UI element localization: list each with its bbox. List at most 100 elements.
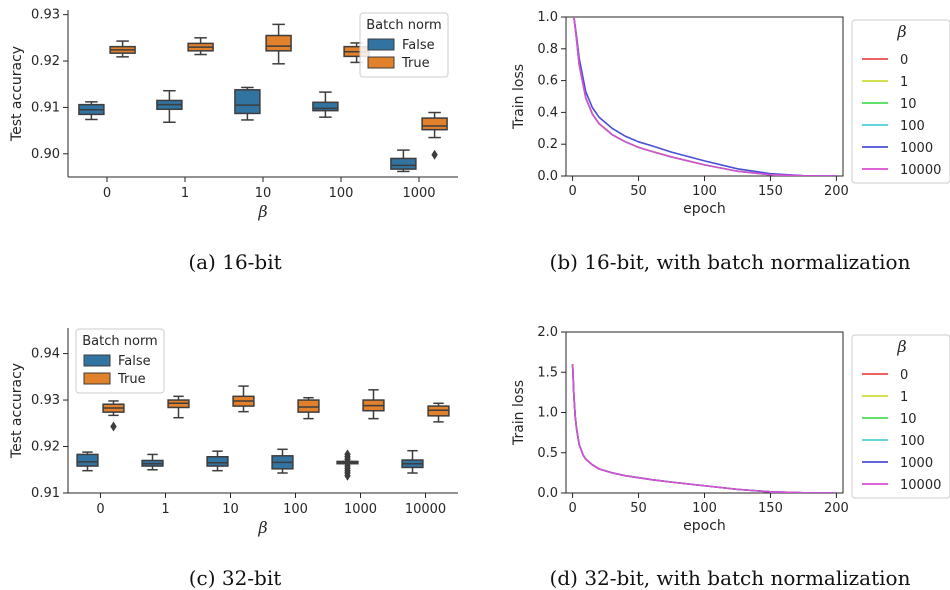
legend: β 0 1 10 100 1000 10000 [851,19,950,184]
legend-swatch-true [83,372,111,385]
chart-a-svg: 0.90 0.91 0.92 0.93 0 1 10 100 1000 β Test accurac… [9,8,458,221]
box-true [102,400,125,432]
x-tick-label: 150 [758,501,783,516]
box-iqr [297,399,320,413]
y-tick-label: 0.2 [537,137,558,152]
box-iqr [312,101,339,112]
legend-title: β [896,22,906,41]
x-tick-label: 50 [630,501,647,516]
box-false [206,450,229,472]
x-tick-label: 1000 [402,186,435,201]
series-line-1 [573,17,837,176]
x-tick-label: 10 [222,502,239,517]
box-true [297,396,320,420]
y-tick-label: 0.91 [31,486,60,501]
box-iqr [421,117,448,131]
panel-a: 0.90 0.91 0.92 0.93 0 1 10 100 1000 β Test accurac… [0,0,465,230]
x-tick-label: 150 [758,184,783,199]
box-true [427,402,450,423]
y-tick-label: 0.4 [537,105,558,120]
legend-label-10000: 10000 [900,478,941,493]
outlier-point [431,149,438,160]
box-false [401,449,424,474]
y-tick-label: 0.92 [31,54,60,69]
series-line-100 [573,17,837,176]
x-tick-label: 0 [96,502,104,517]
y-tick-label: 0.90 [31,147,60,162]
legend-title: β [896,337,906,356]
y-tick-label: 0.94 [31,347,60,362]
legend-label-0: 0 [900,53,908,68]
panel-d: 0 50 100 150 200 0.0 0.5 1.0 1.5 2.0 epoch Train lo… [480,315,950,555]
y-tick-label: 1.5 [537,365,558,380]
y-tick-label: 0.6 [537,74,558,89]
box-iqr [265,34,292,52]
x-tick-label: 10 [255,186,272,201]
box-false [336,449,359,481]
legend-title: Batch norm [366,18,441,33]
outlier-point [110,421,117,432]
y-tick-label: 1.0 [537,10,558,25]
x-tick-label: 1000 [344,502,377,517]
y-tick-label: 0.0 [537,169,558,184]
series-line-1000 [573,17,837,176]
box-true [167,395,190,419]
series-line-10000 [573,17,837,176]
x-tick-label: 200 [824,184,849,199]
box-true [109,40,136,58]
x-tick-label: 1 [161,502,169,517]
chart-c-svg: 0.91 0.92 0.93 0.94 0 1 10 100 1000 10000 β Test ac… [9,328,458,537]
x-tick-label: 0 [103,186,111,201]
x-tick-label: 100 [329,186,354,201]
box-false [78,101,105,121]
y-tick-label: 0.5 [537,446,558,461]
caption-b: (b) 16-bit, with batch normalization [549,250,911,274]
x-tick-label: 50 [630,184,647,199]
box-false [156,89,183,124]
outlier-point [344,461,351,472]
y-axis-label: Test accuracy [9,46,25,142]
legend-label-10: 10 [900,97,917,112]
legend-label-1000: 1000 [900,456,933,471]
box-iqr [390,157,417,170]
y-tick-label: 0.93 [31,8,60,23]
legend-label-1: 1 [900,75,908,90]
series-line-10000 [571,364,837,493]
legend-label-0: 0 [900,368,908,383]
x-axis-label: epoch [683,518,726,534]
caption-c: (c) 32-bit [188,566,282,590]
y-axis-label: Test accuracy [9,363,25,459]
y-axis-label: Train loss [511,64,527,130]
box-false [234,86,261,121]
legend-label-true: True [117,372,146,387]
legend-label-true: True [401,56,430,71]
legend-frame [851,334,950,499]
caption-d: (d) 32-bit, with batch normalization [549,566,911,590]
box-true [187,37,214,56]
panel-c: 0.91 0.92 0.93 0.94 0 1 10 100 1000 10000 β Test ac… [0,315,465,555]
legend-label-false: False [402,38,435,53]
box-false [76,451,99,472]
box-iqr [206,455,229,467]
panel-b: 0 50 100 150 200 0.0 0.2 0.4 0.6 0.8 1.0 epoch Train… [480,0,950,230]
legend-swatch-false [367,38,395,51]
legend-label-1000: 1000 [900,141,933,156]
box-true [232,385,255,413]
legend-label-100: 100 [900,119,925,134]
y-tick-label: 0.8 [537,42,558,57]
box-false [271,448,294,474]
y-tick-label: 0.92 [31,440,60,455]
legend-label-10000: 10000 [900,163,941,178]
x-tick-label: 100 [692,184,717,199]
x-tick-label: 200 [824,501,849,516]
legend: Batch norm False True [359,12,449,78]
x-tick-label: 0 [568,501,576,516]
box-false [141,453,164,471]
x-tick-label: 100 [283,502,308,517]
legend-label-100: 100 [900,434,925,449]
y-tick-label: 0.93 [31,393,60,408]
legend-label-false: False [118,354,151,369]
box-iqr [234,89,261,115]
x-axis-label: β [257,202,267,221]
caption-a: (a) 16-bit [188,250,282,274]
